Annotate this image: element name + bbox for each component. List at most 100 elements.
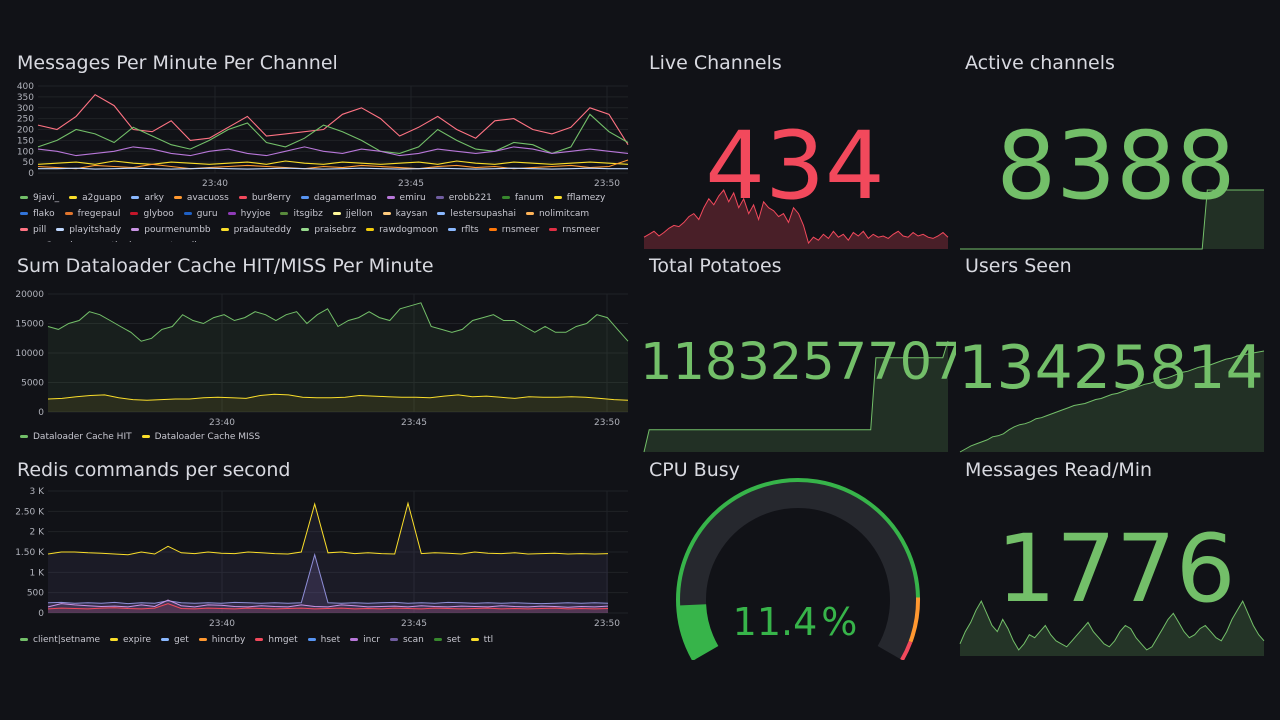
legend-item[interactable]: fanum [501, 190, 544, 206]
live-channels-panel[interactable]: Live Channels 434 [640, 0, 950, 250]
legend-item[interactable]: hset [307, 632, 340, 648]
gauge-threshold-orange [908, 597, 921, 643]
legend-label: pourmenumbb [144, 225, 211, 235]
legend-swatch [448, 228, 457, 231]
panel-title[interactable]: Live Channels [649, 52, 782, 74]
legend-label: rnsmeer [501, 225, 540, 235]
legend-label: pill [33, 225, 47, 235]
cpu-busy-panel[interactable]: CPU Busy 11.4% [640, 455, 950, 660]
sparkline-line [959, 350, 1265, 453]
legend-item[interactable]: hmget [255, 632, 298, 648]
legend-swatch [161, 638, 169, 641]
legend-item[interactable]: tecwlk [157, 238, 199, 242]
legend-item[interactable]: client|setname [20, 632, 100, 648]
cache-chart[interactable]: 20000 15000 10000 5000 0 23:40 23:45 23:50 [0, 284, 640, 464]
legend-item[interactable]: arky [131, 190, 164, 206]
panel-title[interactable]: Sum Dataloader Cache HIT/MISS Per Minute [17, 255, 434, 277]
incr-line [47, 599, 609, 608]
legend-item[interactable]: kaysan [382, 206, 427, 222]
legend-swatch [20, 638, 28, 641]
legend-item[interactable]: get [161, 632, 189, 648]
cpu-busy-value: 11.4% [640, 600, 950, 644]
legend-item[interactable]: flako [20, 206, 55, 222]
legend-label: avacuoss [186, 193, 229, 203]
legend-item[interactable]: ros3mnd [20, 238, 73, 242]
y-tick-label: 350 [17, 93, 34, 103]
legend-label: get [174, 635, 189, 645]
legend-item[interactable]: incr [350, 632, 380, 648]
panel-title[interactable]: Total Potatoes [649, 255, 782, 277]
legend-item[interactable]: avacuoss [173, 190, 229, 206]
legend-label: praisebrz [314, 225, 357, 235]
legend-item[interactable]: fflamezy [553, 190, 605, 206]
dataloader-cache-panel[interactable]: Sum Dataloader Cache HIT/MISS Per Minute… [0, 250, 640, 455]
legend-swatch [198, 638, 207, 641]
legend-item[interactable]: Dataloader Cache MISS [141, 429, 260, 445]
legend-swatch [130, 212, 139, 215]
miss-line [47, 393, 629, 401]
legend-item[interactable]: dagamerlmao [300, 190, 377, 206]
legend-item[interactable]: fregepaul [64, 206, 120, 222]
legend-item[interactable]: bur8erry [238, 190, 291, 206]
legend-item[interactable]: rawdogmoon [366, 222, 438, 238]
legend-swatch [131, 228, 140, 231]
hit-area [48, 302, 628, 412]
legend-item[interactable]: jjellon [332, 206, 373, 222]
legend-item[interactable]: lestersupashai [437, 206, 516, 222]
legend-item[interactable]: hyyjoe [227, 206, 270, 222]
redis-chart[interactable]: 3 K 2.50 K 2 K 1.50 K 1 K 500 0 23:40 23:45 23:50 [0, 485, 640, 665]
legend-item[interactable]: pill [20, 222, 46, 238]
panel-title[interactable]: Users Seen [965, 255, 1072, 277]
panel-title[interactable]: CPU Busy [649, 459, 740, 481]
series-line [37, 160, 629, 165]
x-tick-label: 23:45 [401, 418, 427, 428]
legend-item[interactable]: Dataloader Cache HIT [20, 429, 132, 445]
legend-label: lestersupashai [450, 209, 516, 219]
active-channels-sparkline [960, 189, 1264, 250]
legend-item[interactable]: hincrby [198, 632, 245, 648]
legend-item[interactable]: 9javi_ [20, 190, 59, 206]
active-channels-panel[interactable]: Active channels 8388 [956, 0, 1266, 250]
legend-item[interactable]: guru [183, 206, 218, 222]
legend-item[interactable]: a2guapo [69, 190, 121, 206]
messages-read-panel[interactable]: Messages Read/Min 1776 [956, 455, 1266, 660]
legend-item[interactable]: scan [389, 632, 424, 648]
legend-swatch [20, 435, 28, 438]
legend-swatch [501, 196, 510, 199]
legend-item[interactable]: set [433, 632, 461, 648]
messages-read-value: 1776 [996, 515, 1236, 624]
y-tick-label: 100 [17, 147, 34, 157]
legend-swatch [301, 228, 310, 231]
legend-item[interactable]: expire [110, 632, 151, 648]
panel-title[interactable]: Messages Read/Min [965, 459, 1153, 481]
panel-title[interactable]: Redis commands per second [17, 459, 291, 481]
legend-swatch [549, 228, 558, 231]
legend-label: playitshady [69, 225, 122, 235]
users-seen-panel[interactable]: Users Seen 13425814 [956, 253, 1266, 453]
legend-item[interactable]: pradauteddy [220, 222, 291, 238]
legend-item[interactable]: playitshady [56, 222, 121, 238]
legend-item[interactable]: nolimitcam [525, 206, 589, 222]
panel-title[interactable]: Active channels [965, 52, 1115, 74]
legend-swatch [20, 228, 28, 231]
panel-title[interactable]: Messages Per Minute Per Channel [17, 52, 338, 74]
legend-item[interactable]: itsgibz [280, 206, 323, 222]
messages-per-minute-panel[interactable]: Messages Per Minute Per Channel 400 350 30… [0, 0, 640, 250]
total-potatoes-panel[interactable]: Total Potatoes 1183257707 [640, 253, 964, 453]
x-tick-label: 23:45 [398, 179, 424, 189]
legend-item[interactable]: santipulgaz [83, 238, 148, 242]
legend-swatch [64, 212, 73, 215]
legend-item[interactable]: rflts [448, 222, 479, 238]
redis-commands-panel[interactable]: Redis commands per second 3 K 2.50 K 2 K 1.… [0, 455, 640, 660]
legend-item[interactable]: ttl [470, 632, 493, 648]
legend-item[interactable]: glyboo [130, 206, 174, 222]
legend-item[interactable]: pourmenumbb [131, 222, 211, 238]
legend-item[interactable]: rnsmeer [549, 222, 600, 238]
legend-item[interactable]: rnsmeer [488, 222, 540, 238]
legend-item[interactable]: emiru [386, 190, 426, 206]
legend-item[interactable]: praisebrz [301, 222, 356, 238]
legend-item[interactable]: erobb221 [435, 190, 492, 206]
y-tick-label: 200 [17, 126, 34, 136]
legend-label: erobb221 [448, 193, 492, 203]
